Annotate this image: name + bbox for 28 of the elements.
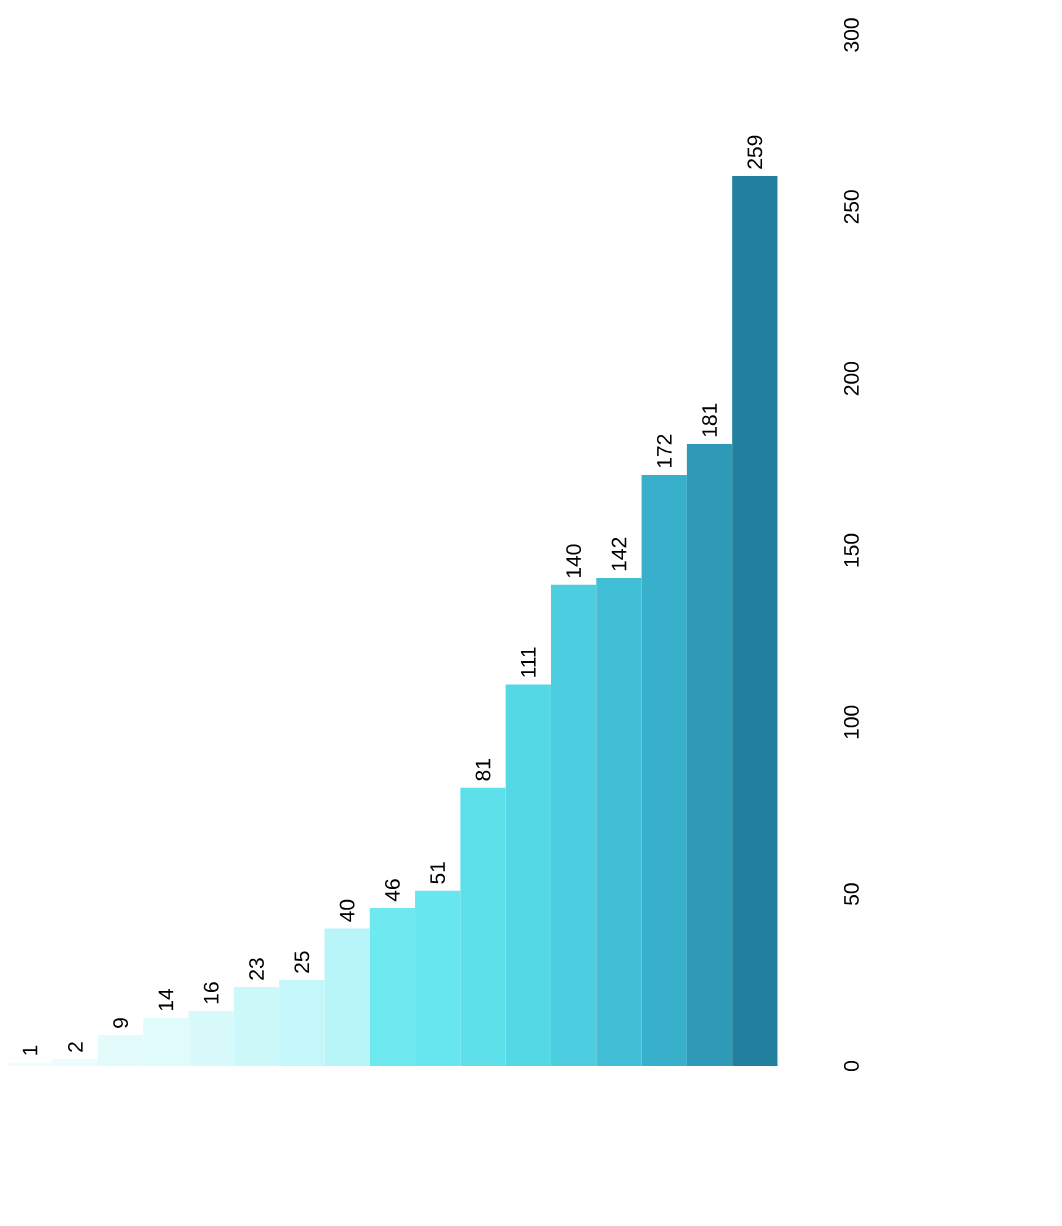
data-label: 23	[249, 958, 264, 980]
bar	[641, 474, 687, 1066]
y-tick-label: 200	[843, 361, 859, 396]
y-tick-label: 100	[843, 705, 859, 739]
data-label: 40	[339, 899, 355, 922]
data-label: 81	[475, 759, 491, 781]
y-tick-label: 250	[843, 190, 859, 224]
bar	[686, 443, 733, 1066]
y-tick-label: 0	[843, 1060, 859, 1072]
data-label: 46	[384, 879, 400, 902]
data-label: 51	[430, 862, 446, 884]
data-label: 16	[203, 982, 219, 1004]
data-label: 9	[113, 1018, 129, 1028]
bar	[596, 578, 642, 1066]
data-label: 14	[158, 988, 174, 1011]
data-label: 111	[521, 647, 536, 677]
data-label: 181	[702, 403, 717, 437]
bar	[732, 175, 778, 1066]
data-label: 2	[67, 1042, 83, 1052]
y-tick-label: 50	[843, 883, 859, 905]
y-tick-label: 150	[843, 533, 859, 567]
data-label: 172	[656, 434, 672, 468]
data-label: 259	[747, 135, 763, 169]
data-label: 1	[22, 1045, 38, 1055]
data-label: 25	[294, 951, 310, 973]
data-label: 140	[566, 544, 582, 578]
data-label: 142	[611, 537, 627, 571]
y-tick-label: 300	[843, 18, 859, 52]
